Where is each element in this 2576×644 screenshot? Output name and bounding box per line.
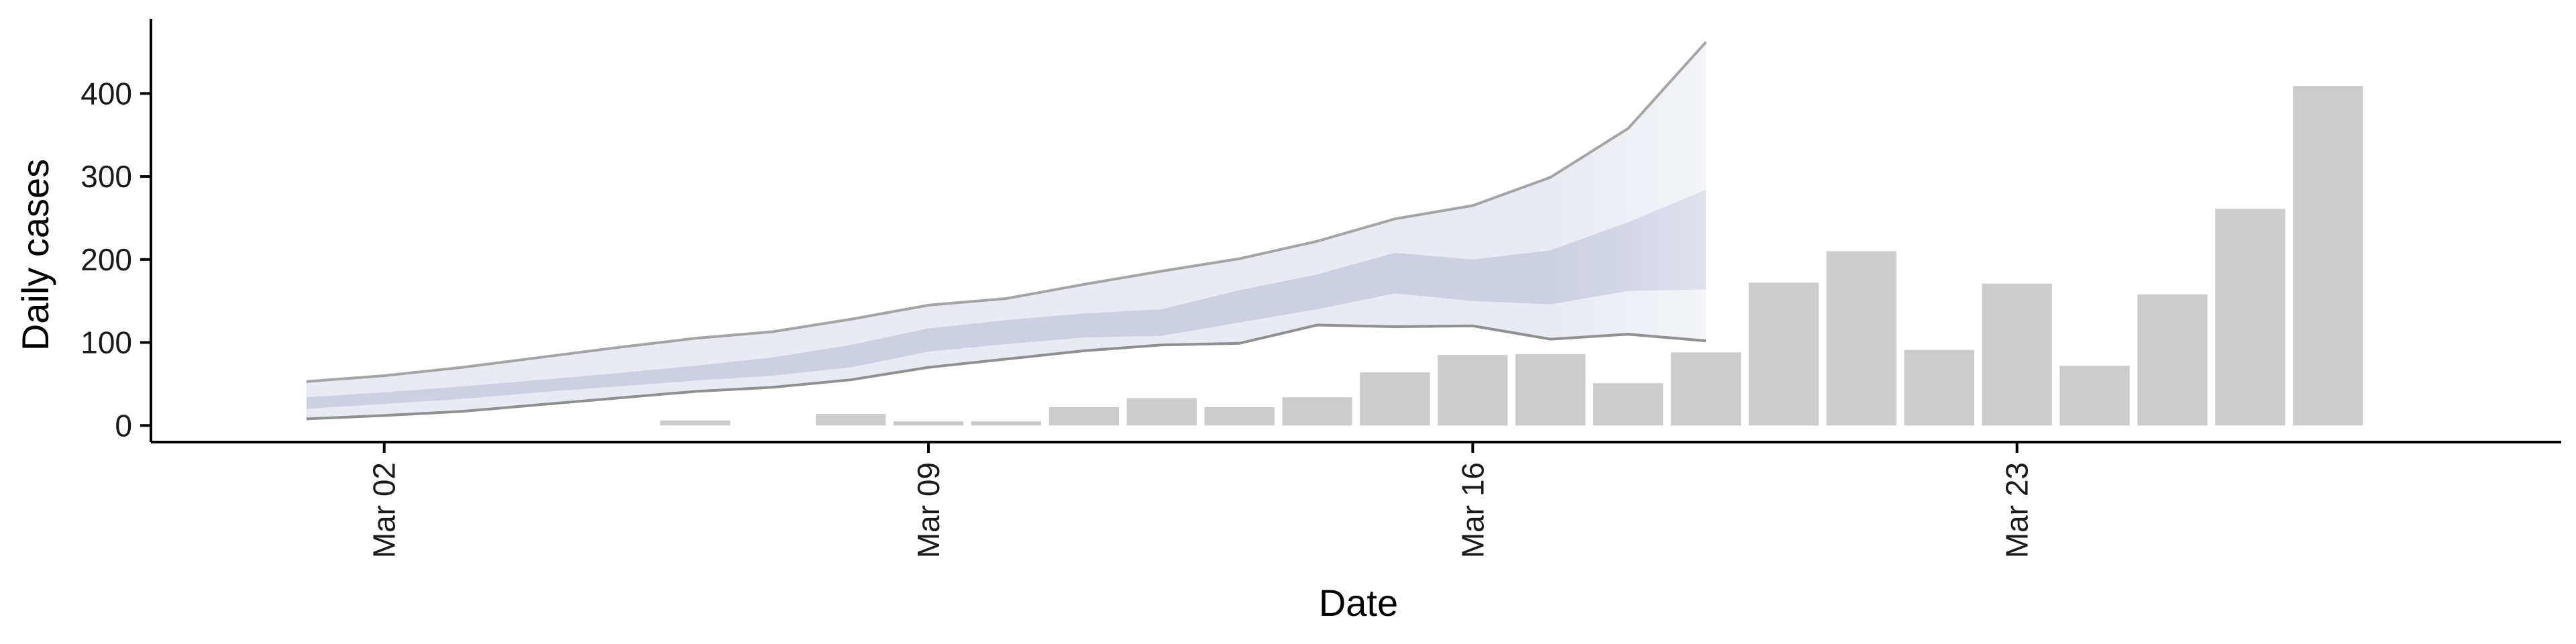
bar-2020-03-19	[1670, 352, 1741, 426]
bar-2020-03-24	[2059, 366, 2130, 426]
bar-2020-03-21	[1826, 251, 1896, 426]
estimate-lines	[306, 41, 1707, 421]
bar-2020-03-15	[1360, 372, 1430, 426]
y-tick-label-300: 300	[80, 159, 132, 194]
y-tick-label-0: 0	[115, 408, 132, 443]
bar-2020-03-06	[660, 420, 731, 426]
x-axis-title: Date	[1319, 582, 1398, 624]
x-tick-label-2020-03-16: Mar 16	[1455, 462, 1490, 558]
bar-2020-03-20	[1748, 282, 1819, 426]
upper-bound-line	[306, 41, 1707, 383]
y-tick-label-200: 200	[80, 242, 132, 277]
bar-2020-03-18	[1593, 383, 1664, 426]
y-axis-title: Daily cases	[14, 159, 56, 351]
bar-2020-03-09	[893, 421, 964, 426]
bar-2020-03-25	[2137, 294, 2208, 426]
bar-2020-03-26	[2215, 209, 2286, 426]
bar-2020-03-27	[2293, 86, 2363, 426]
bar-2020-03-16	[1438, 355, 1508, 426]
bar-2020-03-10	[971, 421, 1042, 426]
bar-2020-03-12	[1126, 398, 1197, 426]
bar-2020-03-11	[1049, 407, 1119, 426]
x-tick-label-2020-03-23: Mar 23	[2000, 462, 2035, 558]
lower-bound-line	[306, 323, 1707, 421]
x-tick-label-2020-03-02: Mar 02	[367, 462, 402, 558]
bars-group	[660, 86, 2363, 426]
bar-2020-03-22	[1904, 350, 1974, 426]
bar-2020-03-08	[816, 413, 886, 426]
bar-2020-03-23	[1982, 283, 2052, 426]
bar-2020-03-17	[1515, 354, 1586, 426]
y-tick-label-400: 400	[80, 76, 132, 111]
bar-2020-03-13	[1204, 407, 1275, 426]
x-tick-label-2020-03-09: Mar 09	[911, 462, 946, 558]
bar-2020-03-14	[1282, 397, 1352, 426]
y-tick-label-100: 100	[80, 325, 132, 360]
axes: 0 100 200 300 400 Mar 02 Mar 09 Mar 16 Mar 23	[80, 19, 2561, 558]
